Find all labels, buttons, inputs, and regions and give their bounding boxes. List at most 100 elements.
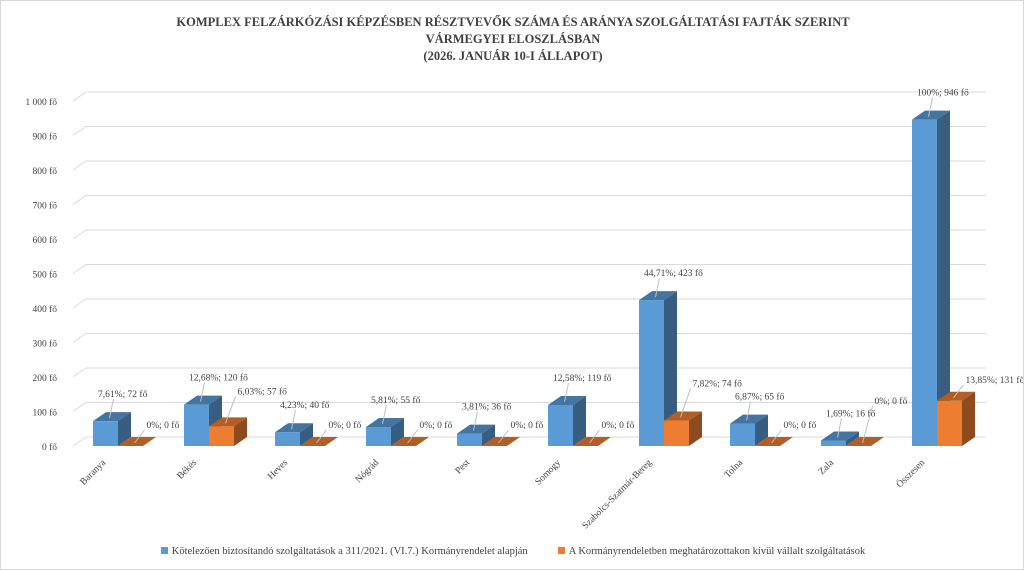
bar-top bbox=[184, 395, 222, 405]
data-label: 12,68%; 120 fő bbox=[189, 373, 248, 384]
bar-top bbox=[391, 437, 429, 446]
data-label-leader bbox=[862, 405, 873, 444]
data-label: 1,69%; 16 fő bbox=[826, 408, 876, 419]
gridline bbox=[72, 333, 986, 343]
bar-top bbox=[912, 110, 950, 120]
data-label-leader bbox=[746, 401, 751, 421]
y-tick-label: 200 fő bbox=[32, 373, 57, 384]
data-label: 0%; 0 fő bbox=[511, 420, 544, 431]
gridline bbox=[72, 229, 986, 240]
data-label-leader bbox=[407, 429, 418, 444]
bar-top bbox=[821, 431, 859, 441]
data-label-leader bbox=[200, 382, 205, 402]
chart-title-line-2: VÁRMEGYEI ELOSZLÁSBAN bbox=[425, 32, 601, 46]
bar-top bbox=[93, 412, 131, 422]
bar-top bbox=[482, 437, 520, 446]
gridline bbox=[72, 367, 986, 378]
gridline bbox=[72, 195, 986, 205]
bar-side bbox=[937, 110, 950, 446]
bar-side bbox=[118, 412, 131, 446]
data-label: 0%; 0 fő bbox=[784, 420, 817, 431]
y-tick-label: 900 fő bbox=[32, 132, 57, 143]
chart-title-line-3: (2026. JANUÁR 10-I ÁLLAPOT) bbox=[423, 49, 603, 63]
bar-top bbox=[300, 437, 338, 446]
bar-front bbox=[93, 421, 118, 446]
bar-top bbox=[846, 437, 884, 446]
data-label-leader bbox=[655, 277, 660, 298]
bar-top bbox=[573, 437, 611, 446]
bar-front bbox=[664, 420, 689, 446]
data-label: 6,87%; 65 fő bbox=[735, 392, 785, 403]
data-label-leader bbox=[953, 384, 964, 399]
data-label-leader bbox=[473, 411, 478, 431]
chart-title-line-1: KOMPLEX FELZÁRKÓZÁSI KÉPZÉSBEN RÉSZTVEVŐ… bbox=[176, 15, 850, 29]
data-label-leader bbox=[680, 388, 691, 418]
bar-side bbox=[300, 423, 313, 446]
y-tick-label: 500 fő bbox=[32, 270, 57, 281]
y-tick-label: 400 fő bbox=[32, 304, 57, 315]
gridline bbox=[72, 264, 986, 274]
x-tick-label: Összesen bbox=[894, 456, 928, 490]
legend: Kötelezően biztosítandó szolgáltatások a… bbox=[1, 546, 1023, 557]
x-tick-label: Nógrád bbox=[354, 458, 381, 485]
bar-side bbox=[755, 414, 768, 446]
data-label: 13,85%; 131 fő bbox=[966, 375, 1024, 386]
bar-front bbox=[209, 426, 234, 446]
data-label: 0%; 0 fő bbox=[420, 420, 453, 431]
bar-front bbox=[275, 432, 300, 446]
data-label: 6,03%; 57 fő bbox=[238, 386, 288, 397]
y-tick-label: 0 fő bbox=[42, 442, 57, 453]
y-tick-label: 700 fő bbox=[32, 201, 57, 212]
bar-top bbox=[730, 414, 768, 424]
gridline bbox=[72, 298, 986, 309]
y-tick-label: 300 fő bbox=[32, 339, 57, 350]
bar-top bbox=[548, 395, 586, 405]
bar-top bbox=[755, 437, 793, 446]
bar-front bbox=[639, 300, 664, 446]
x-tick-label: Somogy bbox=[534, 458, 564, 488]
data-label: 0%; 0 fő bbox=[875, 396, 908, 407]
gridline bbox=[72, 126, 986, 136]
legend-label-1: A Kormányrendeletben meghatározottakon k… bbox=[568, 546, 866, 557]
bar-side bbox=[664, 291, 677, 446]
gridline bbox=[72, 160, 986, 171]
x-tick-label: Heves bbox=[266, 458, 290, 482]
bar-top bbox=[664, 411, 702, 421]
data-label-leader bbox=[564, 382, 569, 403]
legend-item-1: A Kormányrendeletben meghatározottakon k… bbox=[557, 546, 866, 557]
data-label-leader bbox=[771, 429, 782, 444]
bar-side bbox=[482, 424, 495, 446]
y-tick-label: 100 fő bbox=[32, 408, 57, 419]
bar-top bbox=[275, 423, 313, 433]
bar-side bbox=[573, 395, 586, 446]
data-label-leader bbox=[134, 429, 145, 444]
data-label-leader bbox=[316, 429, 327, 444]
legend-swatch-orange bbox=[557, 547, 565, 554]
x-tick-label: Békés bbox=[176, 458, 200, 482]
bar-side bbox=[689, 411, 702, 446]
bar-front bbox=[821, 440, 846, 446]
data-label: 0%; 0 fő bbox=[329, 420, 362, 431]
bar-top bbox=[366, 418, 404, 428]
bar-front bbox=[912, 119, 937, 446]
data-label-leader bbox=[382, 404, 387, 425]
bar-top bbox=[937, 391, 975, 401]
bar-top bbox=[639, 291, 677, 301]
legend-item-0: Kötelezően biztosítandó szolgáltatások a… bbox=[160, 546, 528, 557]
bar-side bbox=[391, 418, 404, 446]
data-label: 7,82%; 74 fő bbox=[693, 378, 743, 389]
data-label: 5,81%; 55 fő bbox=[371, 395, 421, 406]
data-label-leader bbox=[109, 399, 114, 419]
legend-label-0: Kötelezően biztosítandó szolgáltatások a… bbox=[171, 546, 528, 557]
x-tick-label: Baranya bbox=[79, 458, 109, 488]
bar-top bbox=[457, 424, 495, 434]
data-label-leader bbox=[837, 418, 842, 438]
data-label: 44,71%; 423 fő bbox=[644, 268, 703, 279]
gridline bbox=[72, 91, 986, 102]
data-label: 3,81%; 36 fő bbox=[462, 402, 512, 413]
data-label-leader bbox=[498, 429, 509, 444]
data-label: 0%; 0 fő bbox=[147, 420, 180, 431]
x-tick-label: Pest bbox=[454, 458, 473, 477]
